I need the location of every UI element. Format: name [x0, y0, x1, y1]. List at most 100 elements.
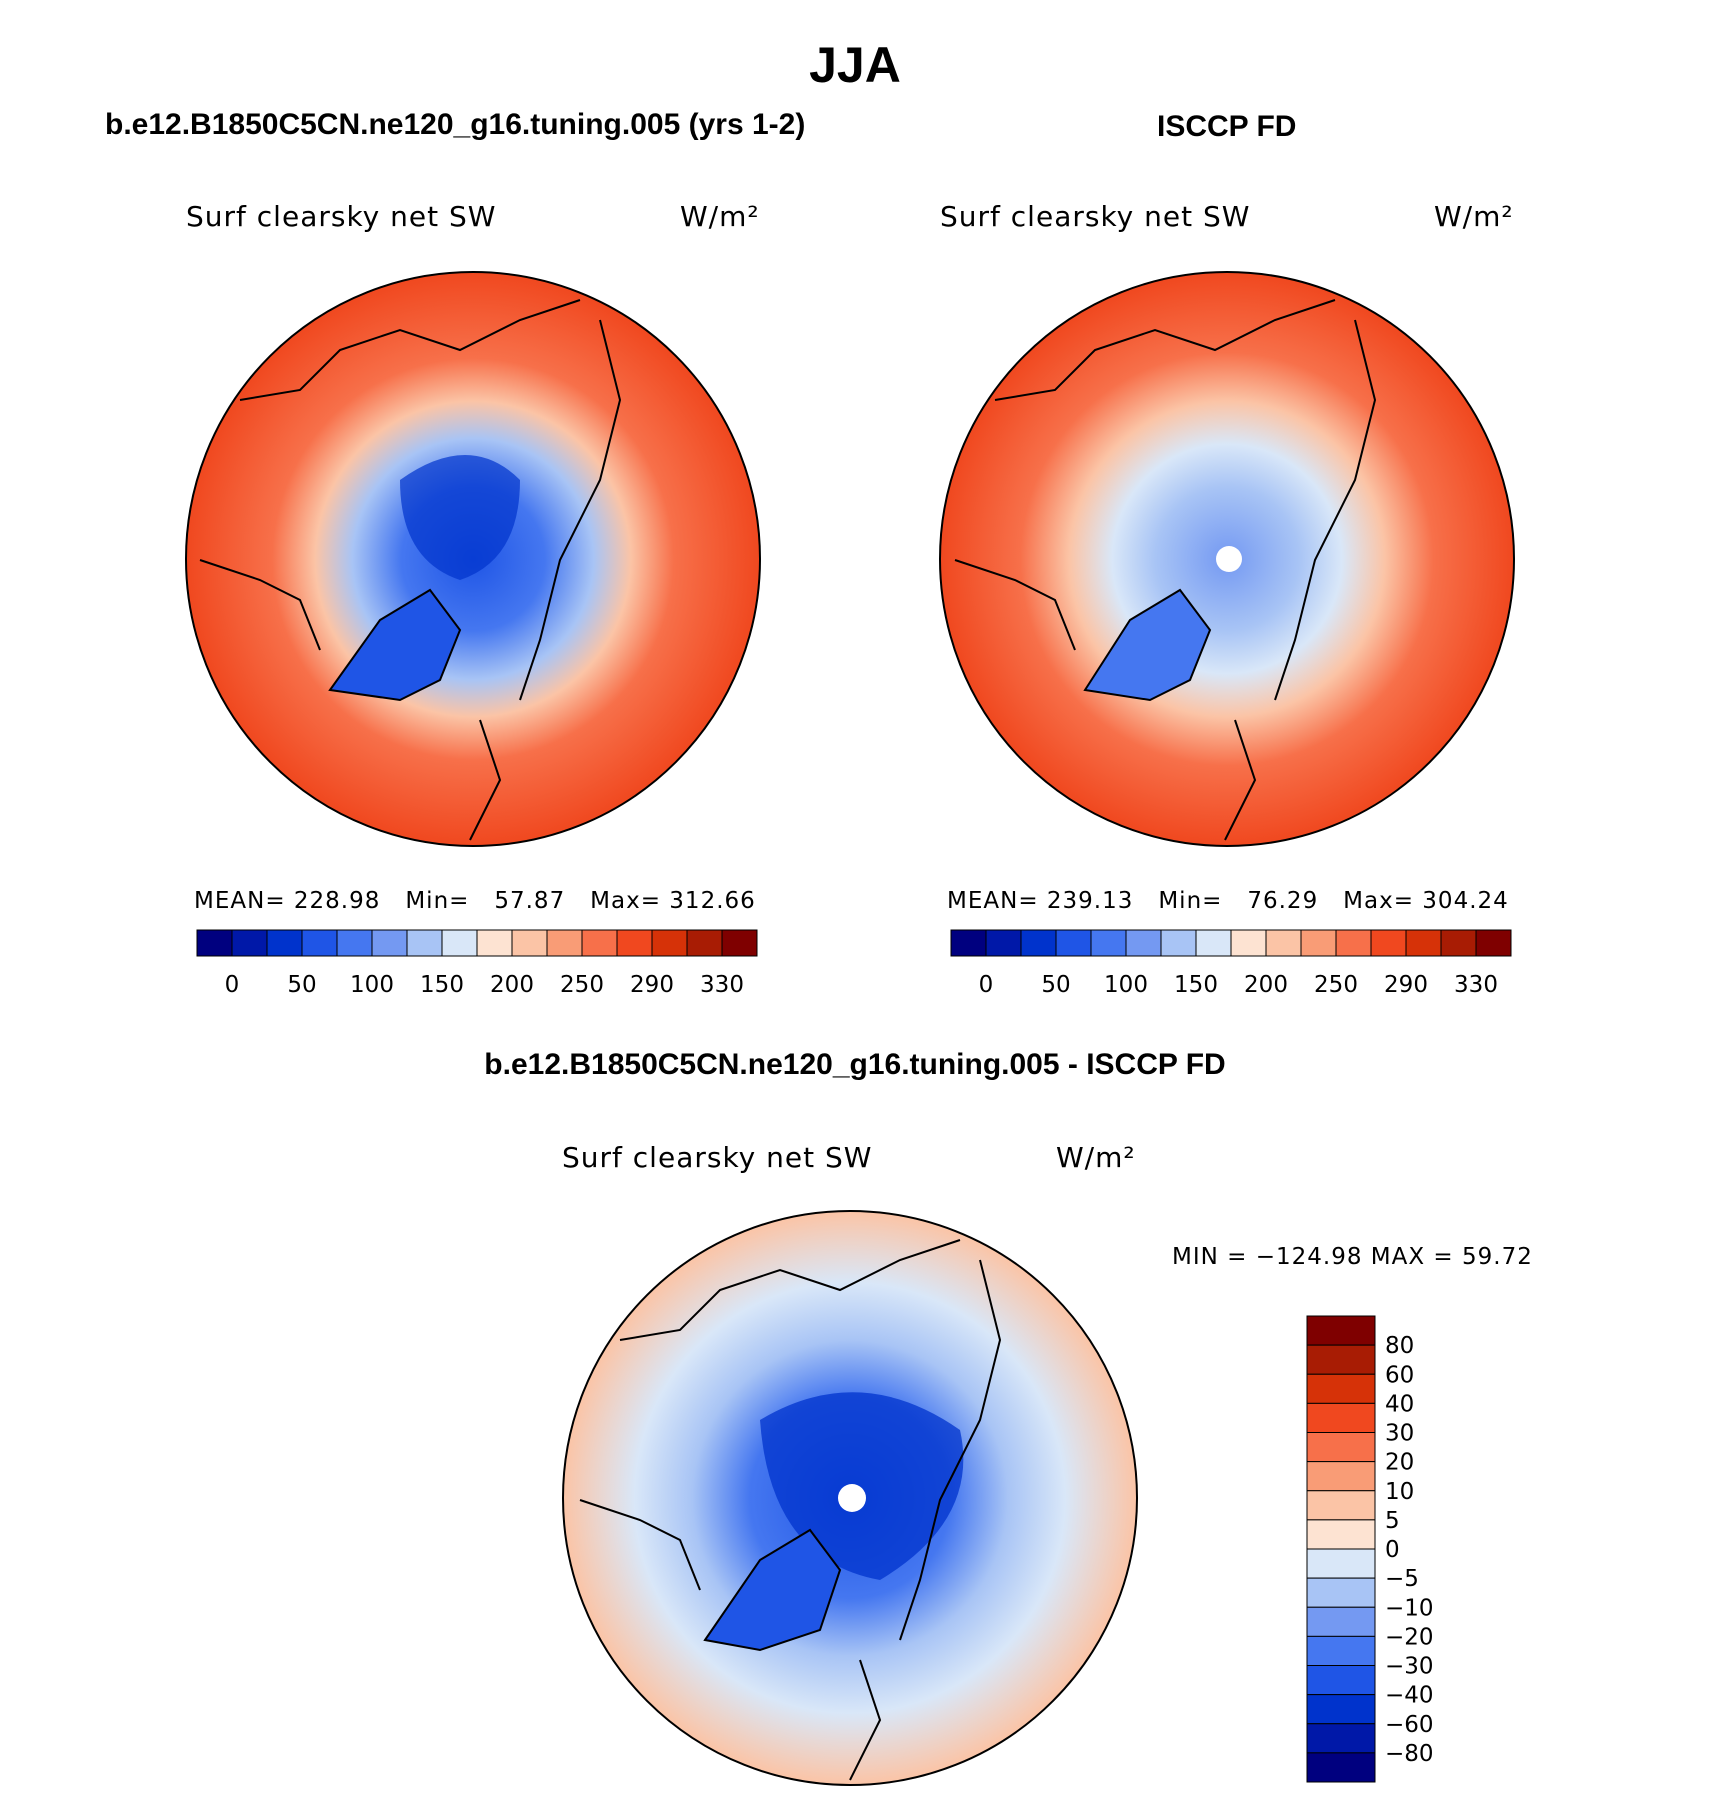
obs-colorbar-tick-label: 150: [1174, 972, 1218, 998]
model-colorbar-box-13: [651, 929, 688, 957]
obs-units-label: W/m²: [1434, 200, 1514, 233]
obs-mean-stat: MEAN= 239.13 Min= 76.29 Max= 304.24: [947, 888, 1509, 914]
obs-colorbar: 0 50 100 150 200 250 290 330: [950, 929, 1512, 998]
diff-colorbar-box-10: [1306, 1606, 1376, 1637]
diff-colorbar-tick-label: 60: [1385, 1362, 1414, 1388]
model-greenland-shape: [328, 588, 462, 702]
obs-coastline: [954, 299, 1377, 841]
model-colorbar-box-6: [406, 929, 443, 957]
diff-colorbar-box-15: [1306, 1752, 1376, 1783]
diff-colorbar-tick-label: −30: [1385, 1654, 1434, 1680]
obs-colorbar-box-9: [1265, 929, 1302, 957]
obs-colorbar-box-5: [1125, 929, 1162, 957]
model-colorbar-box-5: [371, 929, 408, 957]
diff-colorbar-tick-label: 20: [1385, 1450, 1414, 1476]
diff-pole-hole: [838, 1484, 866, 1512]
diff-colorbar-box-12: [1306, 1665, 1376, 1696]
diff-colorbar-box-2: [1306, 1373, 1376, 1404]
diff-colorbar-box-13: [1306, 1694, 1376, 1725]
model-colorbar-box-4: [336, 929, 373, 957]
diff-units-label: W/m²: [1056, 1141, 1136, 1174]
diff-colorbar-box-5: [1306, 1461, 1376, 1492]
model-variable-label: Surf clearsky net SW: [186, 200, 497, 233]
model-colorbar-box-2: [266, 929, 303, 957]
diff-colorbar-box-6: [1306, 1490, 1376, 1521]
model-colorbar-tick-label: 200: [490, 972, 534, 998]
model-mean-stat: MEAN= 228.98 Min= 57.87 Max= 312.66: [194, 888, 756, 914]
diff-colorbar-box-4: [1306, 1432, 1376, 1463]
model-coastline: [199, 299, 622, 841]
obs-colorbar-tick-label: 100: [1104, 972, 1148, 998]
obs-colorbar-box-6: [1160, 929, 1197, 957]
figure-title: JJA: [809, 37, 901, 93]
obs-pole-hole: [1216, 546, 1242, 572]
diff-coastline: [579, 1239, 1002, 1781]
diff-colorbar-tick-label: 80: [1385, 1333, 1414, 1359]
model-colorbar-box-14: [686, 929, 723, 957]
diff-colorbar-box-1: [1306, 1344, 1376, 1375]
obs-colorbar-box-15: [1475, 929, 1512, 957]
obs-colorbar-tick-label: 250: [1314, 972, 1358, 998]
model-colorbar-box-3: [301, 929, 338, 957]
diff-colorbar-box-9: [1306, 1577, 1376, 1608]
obs-colorbar-tick-label: 0: [979, 972, 994, 998]
diff-greenland-shape: [703, 1528, 842, 1652]
obs-colorbar-box-4: [1090, 929, 1127, 957]
diff-minmax-stat: MIN = −124.98 MAX = 59.72: [1172, 1244, 1533, 1270]
diff-colorbar: 80 60 40 30 20 10 5 0 −5 −10 −20 −30 −40 −60 −80: [1306, 1315, 1434, 1783]
diff-colorbar-tick-label: 40: [1385, 1391, 1414, 1417]
obs-colorbar-tick-label: 50: [1041, 972, 1070, 998]
model-colorbar-box-15: [721, 929, 758, 957]
diff-colorbar-tick-label: 30: [1385, 1421, 1414, 1447]
obs-colorbar-box-2: [1020, 929, 1057, 957]
obs-colorbar-box-12: [1370, 929, 1407, 957]
model-colorbar: 0 50 100 150 200 250 290 330: [196, 929, 758, 998]
obs-colorbar-box-1: [985, 929, 1022, 957]
model-colorbar-tick-label: 0: [225, 972, 240, 998]
model-colorbar-box-10: [546, 929, 583, 957]
diff-colorbar-box-3: [1306, 1402, 1376, 1433]
model-colorbar-box-0: [196, 929, 233, 957]
obs-polar-map: [939, 271, 1515, 847]
model-colorbar-tick-label: 150: [420, 972, 464, 998]
diff-colorbar-tick-label: −80: [1385, 1741, 1434, 1767]
obs-colorbar-tick-label: 330: [1454, 972, 1498, 998]
model-colorbar-box-12: [616, 929, 653, 957]
diff-colorbar-tick-label: −5: [1385, 1566, 1419, 1592]
diff-colorbar-box-11: [1306, 1635, 1376, 1666]
model-colorbar-tick-label: 250: [560, 972, 604, 998]
obs-colorbar-box-8: [1230, 929, 1267, 957]
obs-colorbar-tick-label: 200: [1244, 972, 1288, 998]
obs-variable-label: Surf clearsky net SW: [940, 200, 1251, 233]
obs-colorbar-box-0: [950, 929, 987, 957]
obs-colorbar-tick-label: 290: [1384, 972, 1428, 998]
obs-colorbar-box-7: [1195, 929, 1232, 957]
diff-colorbar-box-8: [1306, 1548, 1376, 1579]
diff-colorbar-box-7: [1306, 1519, 1376, 1550]
diff-colorbar-tick-label: −20: [1385, 1624, 1434, 1650]
diff-colorbar-tick-label: −40: [1385, 1683, 1434, 1709]
diff-colorbar-tick-label: 10: [1385, 1479, 1414, 1505]
diff-variable-label: Surf clearsky net SW: [562, 1141, 873, 1174]
obs-panel-title: ISCCP FD: [1157, 110, 1297, 143]
diff-polar-map: [562, 1210, 1138, 1786]
model-colorbar-box-11: [581, 929, 618, 957]
obs-colorbar-box-13: [1405, 929, 1442, 957]
diff-colorbar-tick-label: 5: [1385, 1508, 1400, 1534]
obs-greenland-shape: [1083, 588, 1212, 702]
model-ice-core: [400, 455, 520, 580]
diff-colorbar-tick-label: 0: [1385, 1537, 1400, 1563]
model-units-label: W/m²: [680, 200, 760, 233]
diff-colorbar-tick-label: −60: [1385, 1712, 1434, 1738]
model-colorbar-box-1: [231, 929, 268, 957]
diff-colorbar-box-14: [1306, 1723, 1376, 1754]
obs-colorbar-box-14: [1440, 929, 1477, 957]
model-colorbar-tick-label: 290: [630, 972, 674, 998]
diff-colorbar-box-0: [1306, 1315, 1376, 1346]
model-colorbar-tick-label: 330: [700, 972, 744, 998]
obs-colorbar-box-3: [1055, 929, 1092, 957]
model-colorbar-tick-label: 100: [350, 972, 394, 998]
model-panel-title: b.e12.B1850C5CN.ne120_g16.tuning.005 (yr…: [105, 108, 806, 141]
model-colorbar-box-7: [441, 929, 478, 957]
